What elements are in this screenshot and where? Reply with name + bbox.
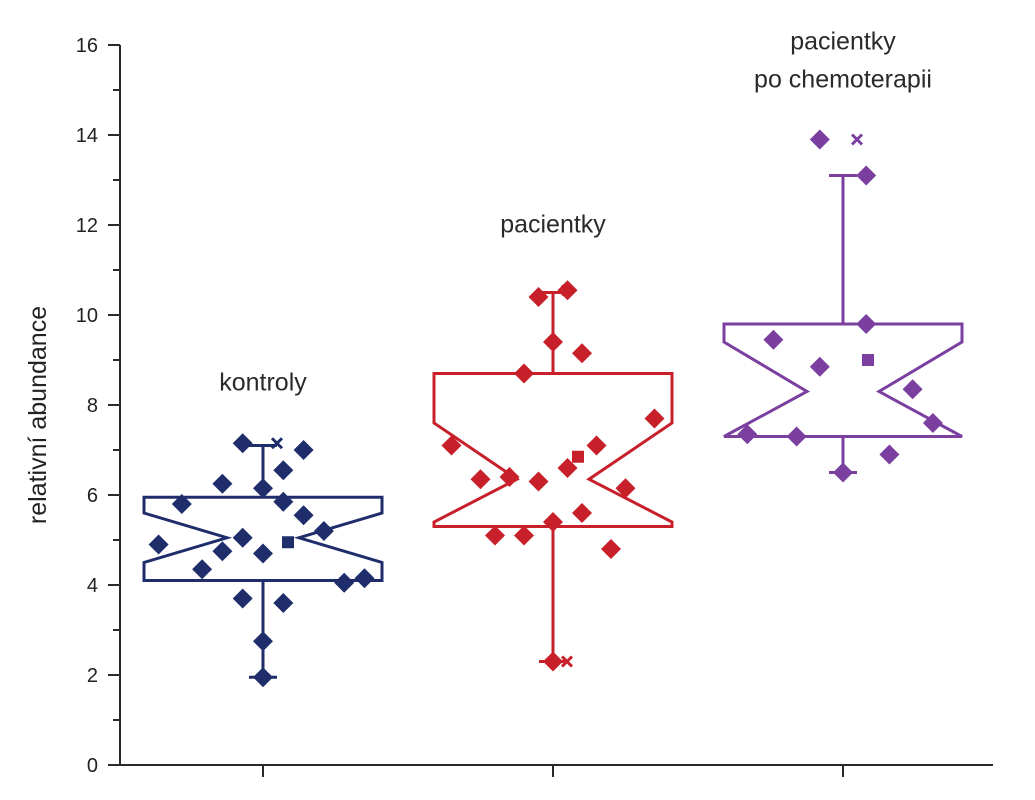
y-tick-label: 2	[87, 665, 98, 687]
group-label: po chemoterapii	[754, 66, 932, 94]
data-point	[514, 525, 534, 546]
data-point	[253, 667, 273, 688]
data-point	[833, 462, 853, 483]
data-point	[212, 473, 233, 494]
data-point	[253, 478, 273, 499]
data-point	[148, 534, 169, 555]
data-point	[313, 521, 334, 541]
data-point	[499, 467, 520, 487]
data-point	[441, 435, 462, 456]
data-point	[572, 503, 592, 523]
data-point	[232, 527, 253, 548]
data-point	[273, 491, 294, 512]
y-tick-label: 14	[76, 125, 98, 147]
data-point	[528, 471, 549, 492]
data-point	[809, 129, 830, 150]
data-point	[856, 314, 877, 334]
notched-box	[722, 322, 964, 438]
extreme-max-marker	[850, 133, 864, 146]
y-tick-label: 6	[87, 485, 98, 507]
data-point	[293, 505, 314, 526]
mean-marker	[572, 450, 584, 463]
data-point	[232, 433, 253, 454]
data-point	[786, 426, 807, 447]
data-point	[879, 444, 900, 465]
data-point	[902, 379, 923, 400]
data-point	[354, 568, 375, 589]
data-point	[615, 478, 636, 499]
data-point	[543, 512, 563, 532]
data-point	[293, 440, 314, 460]
y-tick-label: 10	[76, 305, 98, 327]
data-point	[543, 651, 563, 672]
data-point	[809, 356, 830, 377]
y-tick-label: 12	[76, 215, 98, 237]
data-point	[601, 539, 621, 559]
y-tick-label: 8	[87, 395, 98, 417]
plot-area: kontroly pacientky pacientky po chemoterapi…	[142, 28, 964, 688]
y-tick-label: 16	[76, 35, 98, 57]
data-point	[514, 363, 534, 384]
data-point	[543, 332, 563, 352]
data-point	[485, 525, 505, 546]
y-axis-title: relativní abundance	[24, 306, 52, 524]
data-point	[572, 343, 592, 364]
data-point	[737, 424, 758, 445]
data-point	[192, 559, 213, 580]
y-tick-label: 4	[87, 575, 98, 597]
data-point	[253, 631, 273, 652]
data-point	[232, 588, 253, 609]
group-label: kontroly	[219, 369, 307, 397]
data-point	[856, 165, 877, 186]
data-point	[557, 458, 578, 478]
mean-marker	[282, 536, 294, 549]
y-tick-label: 0	[87, 755, 98, 777]
extreme-max-marker	[560, 284, 574, 297]
data-point	[528, 287, 549, 307]
data-point	[273, 593, 294, 613]
data-point	[586, 435, 607, 456]
notched-box	[142, 495, 384, 582]
data-point	[334, 572, 355, 593]
mean-marker	[862, 354, 874, 366]
data-point	[273, 460, 294, 481]
data-point	[253, 543, 273, 564]
group-label: pacientky	[790, 28, 896, 56]
data-point	[470, 469, 491, 490]
extreme-max-marker	[270, 437, 284, 450]
extreme-min-marker	[560, 655, 574, 668]
group-label: pacientky	[500, 211, 606, 239]
notched-box	[432, 372, 674, 528]
data-point	[922, 413, 943, 433]
data-point	[212, 541, 233, 562]
data-point	[644, 408, 665, 429]
axes: 0 2 4 6 8 10 12 14 16	[76, 35, 993, 777]
data-point	[763, 329, 784, 350]
data-point	[171, 494, 192, 514]
